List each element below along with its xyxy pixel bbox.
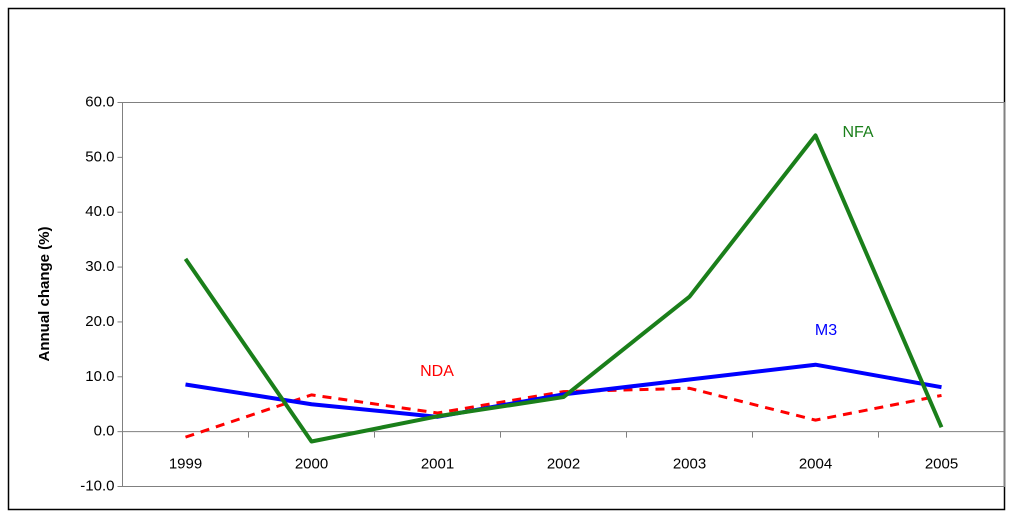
series-label: NDA xyxy=(420,363,454,380)
x-tick-label: 2005 xyxy=(925,456,958,473)
series-line xyxy=(185,386,942,439)
y-tick-label: 30.0 xyxy=(85,258,114,275)
y-tick-label: 60.0 xyxy=(85,93,114,110)
y-tick-label: 10.0 xyxy=(85,368,114,385)
y-tick-label: 0.0 xyxy=(94,423,115,440)
y-axis-title: Annual change (%) xyxy=(36,226,53,361)
plot-border xyxy=(122,102,1005,487)
y-tick-label: 40.0 xyxy=(85,203,114,220)
x-tick-label: 2003 xyxy=(673,456,706,473)
x-tick-label: 2000 xyxy=(295,456,328,473)
series-line xyxy=(183,133,944,444)
y-tick-label: 50.0 xyxy=(85,148,114,165)
x-tick-label: 2002 xyxy=(547,456,580,473)
x-tick-label: 1999 xyxy=(169,456,202,473)
series-label: M3 xyxy=(815,322,837,339)
y-tick-label: -10.0 xyxy=(80,477,114,494)
series-label: NFA xyxy=(842,124,873,141)
chart-border xyxy=(7,7,1006,511)
series-line xyxy=(185,362,942,419)
x-tick-label: 2004 xyxy=(799,456,832,473)
x-tick-label: 2001 xyxy=(421,456,454,473)
y-tick-label: 20.0 xyxy=(85,313,114,330)
